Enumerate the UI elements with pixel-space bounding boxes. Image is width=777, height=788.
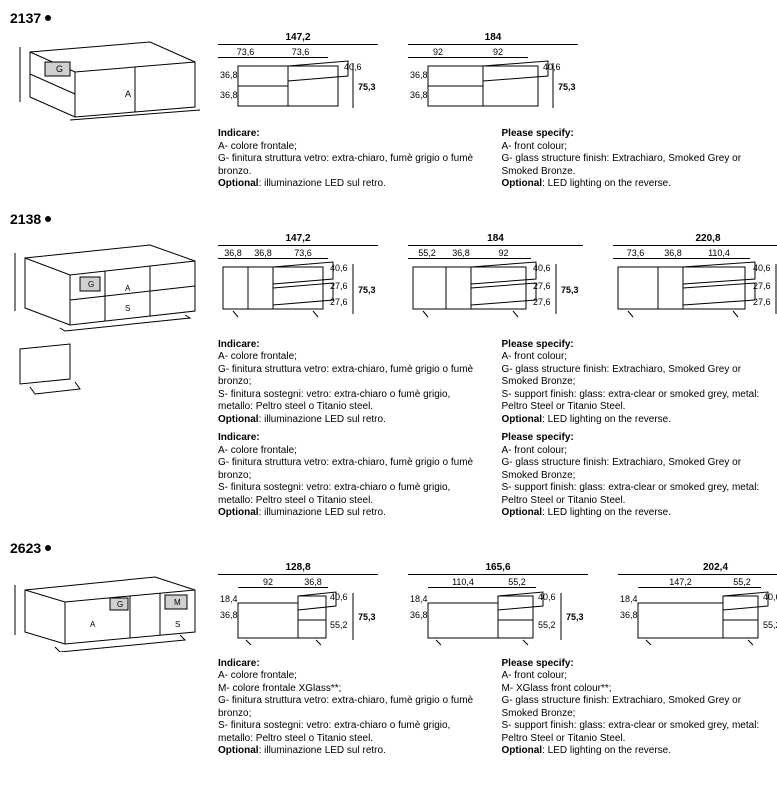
product-code: 2623 — [10, 540, 41, 556]
product-code-header: 2138 — [10, 211, 767, 227]
svg-text:36,8: 36,8 — [410, 70, 428, 80]
product-code-header: 2137 — [10, 10, 767, 26]
notes-english-2: Please specify: A- front colour; G- glas… — [502, 432, 768, 520]
svg-text:G: G — [117, 600, 123, 609]
variants-row: 147,2 36,8 36,8 73,6 40,6 27,6 — [218, 233, 777, 327]
svg-text:G: G — [88, 280, 94, 289]
note-line: Optional: LED lighting on the reverse. — [502, 178, 768, 191]
product-2138: 2138 G A S — [10, 211, 767, 520]
bullet-icon — [45, 216, 51, 222]
svg-text:27,6: 27,6 — [753, 281, 771, 291]
svg-text:40,6: 40,6 — [538, 592, 556, 602]
svg-text:75,3: 75,3 — [358, 612, 376, 622]
dim-left-0: 36,8 — [220, 70, 238, 80]
product-code-header: 2623 — [10, 540, 767, 556]
overall-h: 75,3 — [358, 82, 376, 92]
svg-text:18,4: 18,4 — [410, 594, 428, 604]
svg-text:A: A — [90, 620, 96, 629]
svg-text:75,3: 75,3 — [561, 285, 579, 295]
variant-width: 147,2 — [218, 32, 378, 45]
svg-text:40,6: 40,6 — [330, 592, 348, 602]
variant-width: 184 — [408, 32, 578, 45]
variant-diagram: 165,6 110,4 55,2 18,4 36,8 40,6 — [408, 562, 588, 651]
product-thumbnail: G A S — [10, 233, 200, 333]
svg-text:40,6: 40,6 — [330, 263, 348, 273]
subdims: 92 92 — [408, 47, 578, 58]
svg-text:40,6: 40,6 — [533, 263, 551, 273]
svg-text:A: A — [125, 284, 131, 293]
svg-text:36,8: 36,8 — [410, 610, 428, 620]
svg-text:36,8: 36,8 — [220, 610, 238, 620]
product-thumbnail: G A — [10, 32, 200, 122]
variant-diagram: 184 55,2 36,8 92 40,6 27,6 — [408, 233, 583, 327]
svg-text:36,8: 36,8 — [410, 90, 428, 100]
variants-row: 128,8 92 36,8 18,4 36,8 40,6 — [218, 562, 777, 651]
svg-text:G: G — [56, 64, 63, 74]
notes-italian: Indicare: A- colore frontale; G- finitur… — [218, 339, 484, 427]
svg-text:40,6: 40,6 — [763, 592, 777, 602]
svg-text:27,6: 27,6 — [753, 297, 771, 307]
variant-diagram: 128,8 92 36,8 18,4 36,8 40,6 — [218, 562, 378, 651]
notes-italian: Indicare: A- colore frontale; M- colore … — [218, 658, 484, 758]
svg-text:27,6: 27,6 — [330, 281, 348, 291]
svg-text:55,2: 55,2 — [330, 620, 348, 630]
product-2623: 2623 G M A S — [10, 540, 767, 758]
notes-italian: Indicare: A- colore frontale; G- finitur… — [218, 128, 484, 191]
note-line: G- finitura struttura vetro: extra-chiar… — [218, 153, 484, 178]
svg-text:27,6: 27,6 — [533, 297, 551, 307]
product-code: 2138 — [10, 211, 41, 227]
support-thumbnail — [10, 339, 110, 409]
svg-text:27,6: 27,6 — [533, 281, 551, 291]
subdims: 73,6 73,6 — [218, 47, 378, 58]
svg-text:27,6: 27,6 — [330, 297, 348, 307]
note-line: Optional: illuminazione LED sul retro. — [218, 178, 484, 191]
dim-left-1: 36,8 — [220, 90, 238, 100]
svg-text:55,2: 55,2 — [763, 620, 777, 630]
variant-diagram: 220,8 73,6 36,8 110,4 40,6 27, — [613, 233, 777, 327]
svg-text:M: M — [174, 598, 181, 607]
svg-text:40,6: 40,6 — [753, 263, 771, 273]
product-2137: 2137 G A 147 — [10, 10, 767, 191]
note-line: A- front colour; — [502, 141, 768, 154]
variant-diagram: 202,4 147,2 55,2 18,4 36,8 40,6 — [618, 562, 777, 651]
notes-english: Please specify: A- front colour; M- XGla… — [502, 658, 768, 758]
variants-row: 147,2 73,6 73,6 36,8 36,8 — [218, 32, 578, 121]
svg-text:A: A — [125, 89, 131, 99]
bullet-icon — [45, 545, 51, 551]
svg-text:36,8: 36,8 — [620, 610, 638, 620]
variant-diagram: 147,2 36,8 36,8 73,6 40,6 27,6 — [218, 233, 378, 327]
notes-english: Please specify: A- front colour; G- glas… — [502, 339, 768, 427]
product-code: 2137 — [10, 10, 41, 26]
product-thumbnail: G M A S — [10, 562, 200, 652]
svg-text:S: S — [175, 620, 180, 629]
svg-text:18,4: 18,4 — [620, 594, 638, 604]
notes-italian-2: Indicare: A- colore frontale; G- finitur… — [218, 432, 484, 520]
variant-diagram: 147,2 73,6 73,6 36,8 36,8 — [218, 32, 378, 121]
bullet-icon — [45, 15, 51, 21]
svg-text:55,2: 55,2 — [538, 620, 556, 630]
svg-text:18,4: 18,4 — [220, 594, 238, 604]
note-line: G- glass structure finish: Extrachiaro, … — [502, 153, 768, 178]
svg-text:S: S — [125, 304, 130, 313]
variant-diagram: 184 92 92 36,8 36,8 40,6 — [408, 32, 578, 121]
svg-text:75,3: 75,3 — [358, 285, 376, 295]
note-line: A- colore frontale; — [218, 141, 484, 154]
svg-text:75,3: 75,3 — [566, 612, 584, 622]
svg-text:75,3: 75,3 — [558, 82, 576, 92]
notes-english: Please specify: A- front colour; G- glas… — [502, 128, 768, 191]
svg-text:40,6: 40,6 — [543, 62, 561, 72]
